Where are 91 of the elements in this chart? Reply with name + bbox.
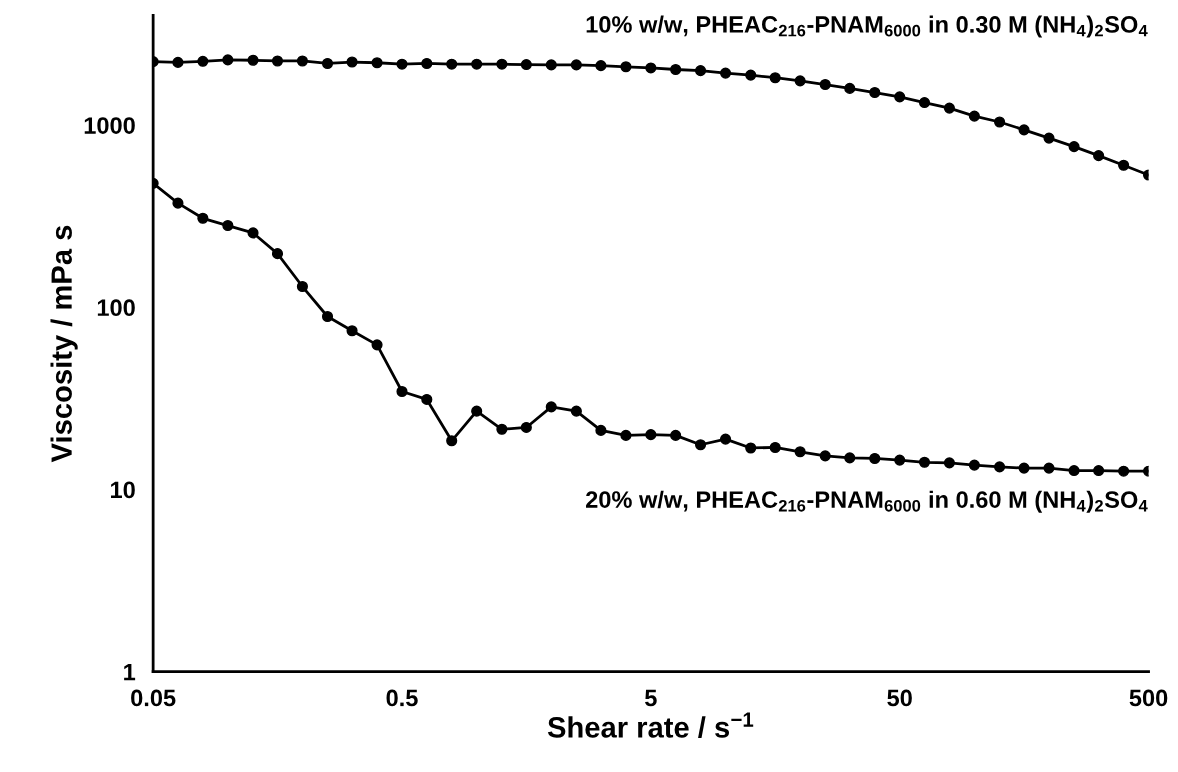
point	[520, 59, 532, 71]
point	[471, 405, 483, 417]
point	[645, 429, 657, 441]
point	[321, 310, 334, 323]
point	[396, 385, 408, 398]
x-tick-label: 5	[645, 689, 657, 707]
point	[769, 441, 781, 454]
point	[296, 55, 308, 67]
point	[595, 60, 607, 72]
x-tick-label: 50	[887, 689, 912, 707]
point	[496, 423, 508, 435]
point	[869, 452, 881, 465]
point	[694, 65, 707, 77]
point	[769, 72, 781, 84]
point	[869, 86, 881, 99]
point	[371, 57, 383, 69]
point	[645, 62, 657, 74]
point	[894, 91, 906, 103]
point	[943, 102, 955, 114]
point	[894, 454, 906, 466]
point	[719, 67, 732, 79]
point	[271, 248, 284, 260]
point	[745, 69, 757, 81]
point	[570, 405, 582, 417]
point	[670, 63, 682, 76]
point	[296, 280, 308, 293]
point	[1118, 159, 1130, 171]
point	[346, 325, 358, 337]
point	[1043, 132, 1055, 144]
point	[794, 75, 806, 87]
point	[918, 97, 931, 109]
point	[620, 429, 632, 441]
y-tick-label: 1	[124, 663, 136, 681]
point	[520, 421, 532, 434]
point	[943, 457, 955, 469]
x-axis-title: Shear rate / s$^{−1}$	[547, 712, 754, 739]
point	[994, 461, 1006, 473]
point	[1068, 464, 1080, 477]
point	[471, 58, 483, 70]
point	[745, 442, 757, 454]
point	[247, 227, 259, 239]
point	[670, 429, 682, 441]
point	[570, 59, 582, 71]
point	[396, 58, 408, 70]
y-tick-label: 10	[111, 481, 135, 499]
point	[819, 78, 831, 91]
point	[321, 57, 334, 70]
point	[844, 452, 856, 464]
point	[222, 219, 234, 232]
y-axis-title: Viscosity / mPa s	[50, 225, 78, 463]
point	[1093, 150, 1105, 162]
point	[620, 61, 632, 73]
point	[197, 55, 209, 67]
text: 20% w/w, PHEAC$_{216}$-PNAM$_{6000}$ in 0.60 M (NH$_{4}$)$_{2}$SO$_{4}$	[586, 490, 1148, 513]
point	[371, 339, 383, 351]
point	[918, 456, 931, 468]
point	[1118, 465, 1130, 477]
point	[994, 116, 1006, 128]
point	[247, 54, 259, 66]
point	[197, 212, 209, 224]
point	[446, 58, 458, 70]
point	[968, 110, 980, 122]
point	[1043, 462, 1055, 474]
point	[968, 459, 980, 471]
x-tick-label: 0.05	[131, 689, 176, 707]
point	[595, 424, 607, 436]
point	[346, 56, 358, 68]
point	[545, 401, 557, 413]
point	[819, 450, 831, 462]
point	[1093, 464, 1105, 477]
point	[844, 82, 856, 94]
point	[271, 55, 284, 67]
point	[719, 433, 732, 445]
point	[421, 393, 433, 406]
point	[794, 446, 806, 458]
point	[496, 58, 508, 70]
point	[421, 57, 433, 70]
point	[1018, 462, 1030, 474]
y-tick-label: 100	[97, 299, 135, 317]
x-tick-label: 0.5	[386, 689, 418, 707]
point	[694, 439, 707, 451]
point	[545, 59, 557, 71]
point	[1018, 124, 1030, 136]
x-tick-label: 500	[1129, 689, 1168, 707]
point	[222, 54, 234, 66]
point	[172, 197, 184, 209]
point	[1068, 141, 1080, 153]
text: 10% w/w, PHEAC$_{216}$-PNAM$_{6000}$ in 0.30 M (NH$_{4}$)$_{2}$SO$_{4}$	[586, 15, 1148, 38]
y-tick-label: 1000	[84, 117, 135, 134]
point	[446, 435, 458, 447]
point	[172, 56, 184, 68]
